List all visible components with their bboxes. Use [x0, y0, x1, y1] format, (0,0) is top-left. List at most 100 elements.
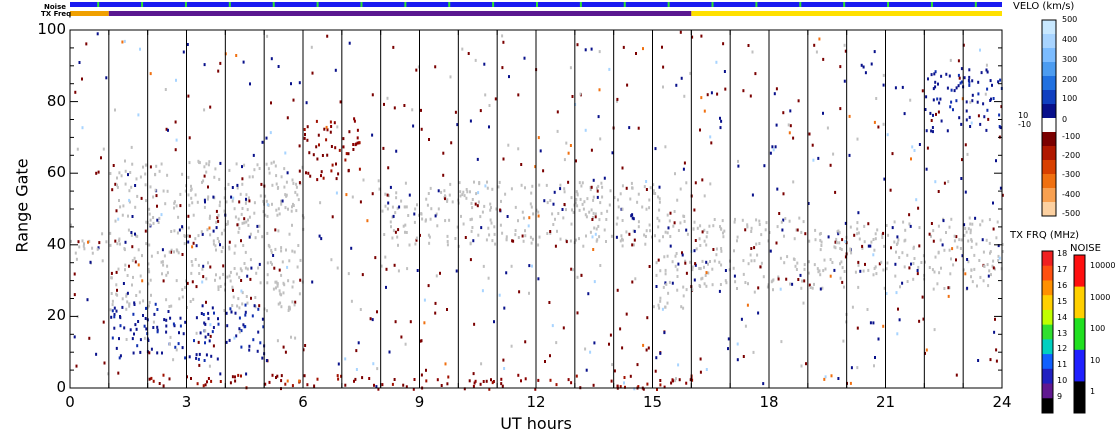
data-point: [257, 307, 260, 311]
data-point: [699, 267, 702, 271]
data-point: [366, 219, 369, 223]
data-point: [792, 136, 795, 140]
noise-bar-tick: [404, 2, 407, 7]
data-point: [136, 194, 139, 198]
data-point: [257, 330, 260, 334]
data-point: [78, 61, 81, 64]
data-point: [156, 351, 159, 355]
data-point: [287, 309, 290, 312]
data-point: [913, 149, 916, 152]
data-point: [271, 262, 273, 266]
data-point: [654, 234, 656, 238]
data-point: [287, 279, 290, 283]
data-point: [242, 60, 245, 64]
data-point: [997, 80, 1000, 84]
velocity-colorbar-label: 0: [1062, 115, 1068, 124]
data-point: [228, 247, 231, 251]
data-point: [201, 280, 204, 284]
data-point: [286, 116, 289, 120]
data-point: [132, 312, 135, 316]
data-point: [486, 180, 488, 184]
x-tick-label: 24: [992, 393, 1012, 411]
data-point: [111, 303, 114, 307]
data-point: [555, 341, 558, 345]
data-point: [252, 338, 255, 342]
data-point: [918, 226, 921, 230]
data-point: [637, 385, 640, 389]
data-point: [220, 250, 223, 254]
data-point: [145, 327, 148, 331]
data-point: [353, 117, 356, 121]
data-point: [278, 212, 281, 216]
data-point: [720, 119, 723, 123]
data-point: [152, 379, 155, 383]
noise-bar-tick: [974, 2, 977, 7]
txfreq-colorbar-label: 13: [1057, 328, 1068, 338]
data-point: [276, 374, 279, 378]
data-point: [454, 237, 457, 240]
data-point: [631, 216, 634, 220]
velocity-colorbar-label: 300: [1062, 55, 1078, 64]
data-point: [648, 265, 651, 268]
data-point: [549, 230, 552, 233]
data-point: [241, 165, 243, 169]
data-point: [781, 228, 784, 232]
data-point: [981, 219, 984, 223]
data-point: [183, 242, 186, 246]
data-point: [248, 348, 251, 352]
x-tick-label: 18: [759, 393, 779, 411]
data-point: [885, 292, 888, 295]
data-point: [393, 106, 396, 110]
data-point: [246, 301, 249, 305]
data-point: [485, 379, 488, 383]
data-point: [204, 335, 207, 339]
data-point: [571, 208, 573, 212]
data-point: [459, 194, 462, 198]
data-point: [285, 248, 287, 252]
data-point: [307, 171, 310, 175]
data-point: [308, 151, 311, 155]
data-point: [177, 342, 180, 346]
data-point: [899, 285, 901, 289]
data-point: [501, 384, 504, 388]
data-point: [760, 233, 763, 237]
data-point: [294, 190, 297, 194]
data-point: [105, 240, 108, 244]
txfreq-colorbar-swatch: [1042, 280, 1053, 296]
data-point: [479, 382, 482, 386]
data-point: [666, 213, 669, 217]
data-point: [293, 250, 296, 254]
data-point: [742, 89, 745, 93]
data-point: [144, 317, 147, 320]
data-point: [234, 311, 237, 315]
data-point: [362, 178, 365, 182]
data-point: [264, 194, 267, 198]
data-point: [215, 220, 218, 224]
data-point: [290, 209, 293, 213]
data-point: [302, 216, 305, 220]
data-point: [173, 250, 175, 254]
data-point: [273, 266, 276, 270]
data-point: [281, 260, 284, 264]
data-point: [844, 49, 847, 53]
data-point: [271, 202, 273, 206]
data-point: [283, 167, 286, 171]
data-point: [705, 235, 708, 239]
x-axis-ticks: [69, 30, 1003, 388]
data-point: [948, 225, 951, 229]
txfreq-colorbar-swatch: [1042, 265, 1053, 281]
data-point: [202, 179, 205, 183]
data-point: [662, 65, 665, 69]
data-point: [896, 332, 899, 336]
data-point: [969, 231, 972, 235]
data-point: [358, 167, 361, 171]
data-point: [645, 207, 648, 211]
data-point: [245, 193, 248, 197]
data-point: [181, 288, 184, 292]
data-point: [218, 240, 220, 244]
data-point: [733, 220, 736, 224]
data-point: [259, 194, 262, 198]
data-point: [674, 172, 676, 176]
txfreq-colorbar-label: 18: [1057, 249, 1068, 258]
data-point: [203, 165, 206, 169]
